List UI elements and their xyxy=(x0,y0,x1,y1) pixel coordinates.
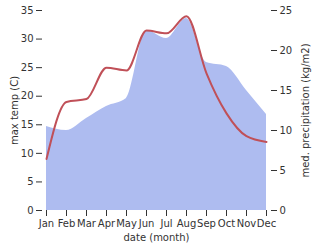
svg-text:Oct: Oct xyxy=(218,218,235,229)
svg-text:Feb: Feb xyxy=(58,218,76,229)
svg-text:35: 35 xyxy=(21,5,34,16)
svg-text:Jun: Jun xyxy=(138,218,155,229)
svg-text:Apr: Apr xyxy=(98,218,116,229)
svg-text:10: 10 xyxy=(280,125,293,136)
svg-text:15: 15 xyxy=(21,119,34,130)
svg-text:Jul: Jul xyxy=(159,218,172,229)
svg-text:May: May xyxy=(116,218,137,229)
svg-text:max temp (C): max temp (C) xyxy=(9,76,20,145)
svg-text:30: 30 xyxy=(21,33,34,44)
svg-text:0: 0 xyxy=(27,205,33,216)
svg-text:10: 10 xyxy=(21,148,34,159)
svg-text:5: 5 xyxy=(27,176,33,187)
svg-text:med. precipitation (kg/m2): med. precipitation (kg/m2) xyxy=(300,43,311,177)
svg-text:5: 5 xyxy=(280,165,286,176)
svg-text:date (month): date (month) xyxy=(124,232,190,243)
svg-text:Dec: Dec xyxy=(257,218,276,229)
svg-text:15: 15 xyxy=(280,85,293,96)
svg-text:Nov: Nov xyxy=(237,218,257,229)
svg-text:25: 25 xyxy=(21,62,34,73)
svg-text:0: 0 xyxy=(280,205,286,216)
svg-text:Jan: Jan xyxy=(38,218,54,229)
svg-text:Aug: Aug xyxy=(177,218,197,229)
svg-text:20: 20 xyxy=(280,45,293,56)
svg-text:Mar: Mar xyxy=(77,218,97,229)
svg-text:25: 25 xyxy=(280,5,293,16)
svg-text:Sep: Sep xyxy=(197,218,216,229)
svg-text:20: 20 xyxy=(21,90,34,101)
